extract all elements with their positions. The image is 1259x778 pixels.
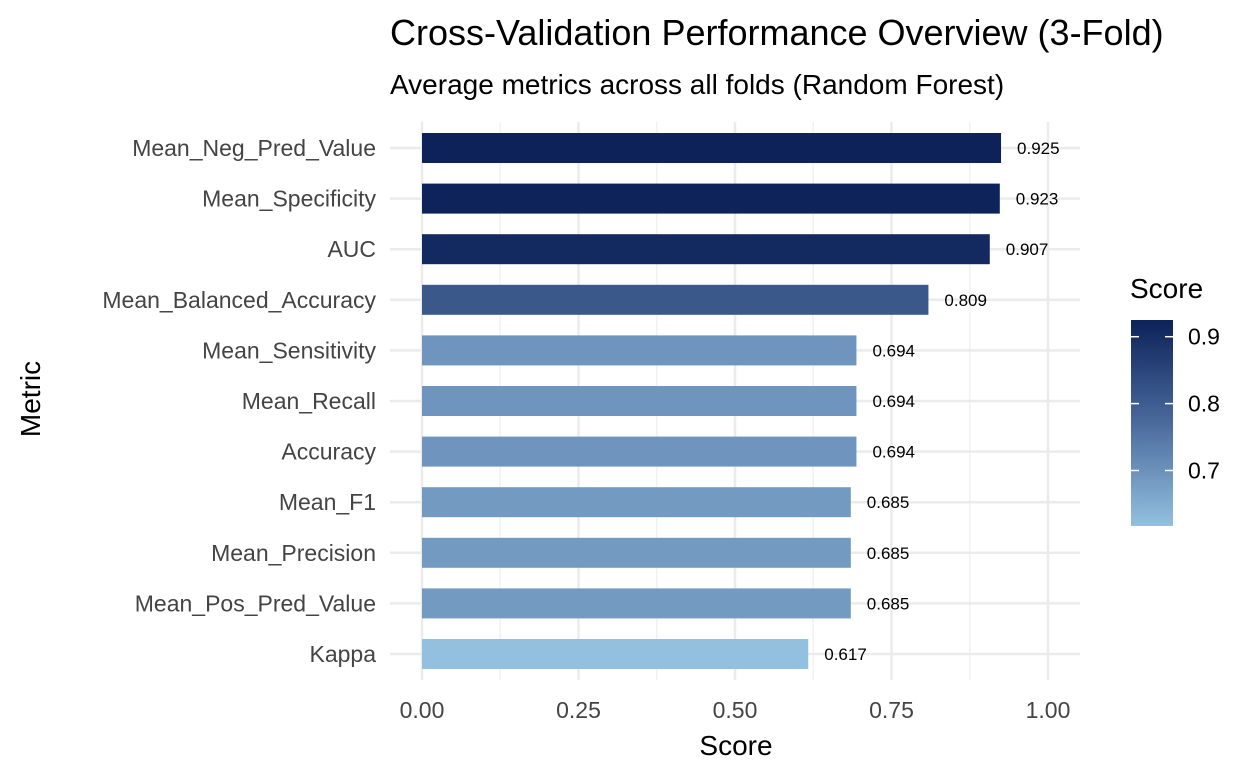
y-axis-title: Metric (15, 361, 46, 437)
chart-subtitle: Average metrics across all folds (Random… (390, 69, 1004, 100)
y-tick-label: Mean_Sensitivity (202, 337, 376, 363)
y-tick-label: Accuracy (281, 439, 376, 465)
y-tick-label: Mean_Neg_Pred_Value (132, 135, 376, 161)
bar (422, 234, 990, 265)
x-axis-title: Score (699, 730, 772, 761)
bar-value-label: 0.907 (1006, 240, 1049, 259)
bar-value-label: 0.694 (872, 443, 915, 462)
x-tick-label: 0.00 (400, 697, 445, 723)
bar-value-label: 0.694 (872, 392, 915, 411)
bar-value-label: 0.694 (872, 341, 915, 360)
bar (422, 436, 857, 467)
bar-value-label: 0.925 (1017, 139, 1060, 158)
y-tick-label: Mean_Recall (242, 388, 376, 414)
bar-value-label: 0.617 (824, 645, 867, 664)
bar (422, 487, 851, 518)
y-tick-label: Kappa (309, 641, 376, 667)
bar (422, 386, 857, 416)
bar-value-label: 0.685 (867, 594, 910, 613)
legend-tick-label: 0.8 (1188, 391, 1220, 417)
bars (422, 133, 1002, 669)
y-tick-label: Mean_F1 (279, 489, 376, 515)
bar (422, 133, 1002, 163)
legend-tick-label: 0.7 (1188, 457, 1220, 483)
x-tick-label: 0.25 (556, 697, 601, 723)
x-tick-label: 1.00 (1026, 697, 1071, 723)
bar (422, 284, 929, 315)
x-tick-label: 0.50 (713, 697, 758, 723)
bar-value-label: 0.685 (867, 493, 910, 512)
bar-value-label: 0.809 (944, 291, 987, 310)
x-tick-label: 0.75 (869, 697, 914, 723)
legend-tick-label: 0.9 (1188, 324, 1220, 350)
chart-title: Cross-Validation Performance Overview (3… (390, 12, 1164, 53)
y-tick-label: AUC (327, 236, 376, 262)
bar (422, 183, 1000, 214)
y-tick-label: Mean_Precision (211, 540, 376, 566)
legend-title: Score (1130, 273, 1203, 304)
y-tick-label: Mean_Pos_Pred_Value (135, 590, 376, 616)
bar (422, 588, 851, 619)
bar (422, 537, 851, 568)
y-tick-label: Mean_Balanced_Accuracy (102, 287, 376, 313)
legend-colorbar (1131, 320, 1173, 526)
y-tick-label: Mean_Specificity (202, 186, 376, 212)
bar-value-label: 0.923 (1016, 190, 1059, 209)
bar (422, 335, 857, 366)
bar (422, 639, 809, 669)
x-axis-tick-labels: 0.00 0.25 0.50 0.75 1.00 (400, 697, 1071, 723)
legend: Score 0.7 0.8 0.9 (1130, 273, 1220, 526)
bar-value-label: 0.685 (867, 544, 910, 563)
y-axis-tick-labels: Mean_Neg_Pred_Value Mean_Specificity AUC Me… (102, 135, 376, 667)
value-labels: 0.925 0.923 0.907 0.809 0.694 0.694 0.694 0.685… (824, 139, 1059, 664)
